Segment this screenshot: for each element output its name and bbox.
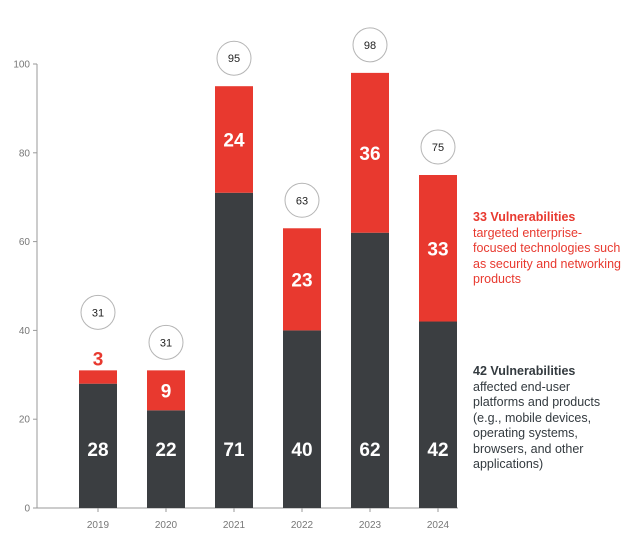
data-label-enterprise: 24 [223,130,245,151]
total-label: 75 [432,142,444,154]
data-label-enduser: 40 [291,440,312,461]
bar-segment-enterprise [147,370,185,411]
data-label-enduser: 28 [87,440,108,461]
total-label: 31 [92,307,104,319]
x-tick-label: 2022 [291,520,314,531]
annotation-enterprise-text: targeted enterprise-focused technologies… [473,225,621,287]
data-label-enduser: 62 [359,440,380,461]
bar-segment-enduser [79,383,117,508]
y-tick-label: 80 [19,148,31,159]
bar-segment-enterprise [215,86,253,193]
data-label-enterprise: 36 [359,144,380,165]
y-tick-label: 40 [19,326,31,337]
bar-segment-enterprise [419,175,457,322]
total-bubble [216,40,252,76]
bar-segment-enterprise [283,228,321,331]
y-tick-label: 60 [19,237,31,248]
x-tick-label: 2021 [223,520,246,531]
x-tick-label: 2020 [155,520,178,531]
bar-segment-enduser [351,232,389,508]
data-label-enduser: 22 [155,440,176,461]
y-tick-label: 0 [24,504,30,515]
annotation-enduser-headline: 42 Vulnerabilities [473,364,576,378]
annotation-enduser: 42 Vulnerabilities affected end-user pla… [473,364,623,473]
data-label-enduser: 71 [223,440,245,461]
total-bubble [148,324,184,360]
data-label-enterprise: 3 [93,349,104,370]
bar-segment-enduser [215,192,253,508]
total-label: 98 [364,40,376,52]
annotation-enterprise-headline: 33 Vulnerabilities [473,210,576,224]
bar-segment-enduser [283,330,321,508]
total-bubble [80,294,116,330]
annotation-enterprise: 33 Vulnerabilities targeted enterprise-f… [473,210,623,288]
x-tick-label: 2019 [87,520,110,531]
total-label: 31 [160,337,172,349]
bar-segment-enduser [147,410,185,508]
total-label: 63 [296,195,308,207]
total-bubble [352,27,388,63]
bar-segment-enterprise [79,370,117,384]
data-label-enduser: 42 [427,440,448,461]
total-bubble [284,182,320,218]
total-label: 95 [228,53,240,65]
annotation-enduser-text: affected end-user platforms and products… [473,379,601,472]
total-bubble [420,129,456,165]
x-tick-label: 2023 [359,520,382,531]
y-tick-label: 20 [19,415,31,426]
y-tick-label: 100 [13,60,30,71]
data-label-enterprise: 33 [427,239,448,260]
bar-segment-enterprise [351,72,389,233]
x-tick-label: 2024 [427,520,450,531]
bar-segment-enduser [419,321,457,508]
data-label-enterprise: 23 [291,270,312,291]
data-label-enterprise: 9 [161,381,172,402]
